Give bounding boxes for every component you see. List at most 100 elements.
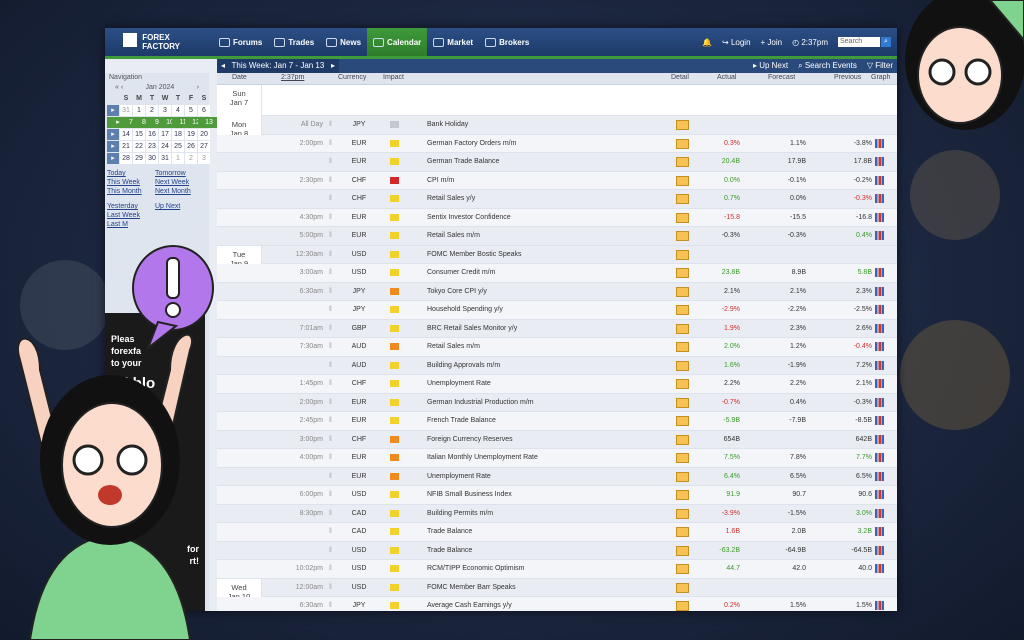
- sidebar-link[interactable]: Last M: [107, 221, 129, 228]
- site-logo[interactable]: FOREX FACTORY: [123, 33, 183, 53]
- detail-folder-icon[interactable]: [676, 138, 689, 149]
- event-title[interactable]: BRC Retail Sales Monitor y/y: [427, 324, 518, 332]
- col-time[interactable]: 2:37pm: [281, 74, 305, 81]
- event-title[interactable]: Retail Sales m/m: [427, 232, 480, 239]
- detail-folder-icon[interactable]: [676, 175, 689, 186]
- table-row[interactable]: ‖ CHF Retail Sales y/y 0.7% 0.0% -0.3%: [217, 190, 897, 209]
- table-row[interactable]: 7:01am ‖ GBP BRC Retail Sales Monitor y/y 1.…: [217, 320, 897, 338]
- calendar-day[interactable]: 21: [120, 141, 132, 152]
- calendar-day[interactable]: 27: [198, 141, 210, 152]
- graph-icon[interactable]: [875, 527, 884, 536]
- sound-icon[interactable]: ‖: [329, 528, 332, 535]
- calendar-day[interactable]: 14: [120, 129, 132, 140]
- event-title[interactable]: Foreign Currency Reserves: [427, 435, 513, 443]
- graph-icon[interactable]: [875, 268, 884, 277]
- table-row[interactable]: 5:00pm ‖ EUR Retail Sales m/m -0.3% -0.3% 0.4%: [217, 227, 897, 246]
- sidebar-link[interactable]: This Week: [107, 179, 140, 186]
- calendar-day[interactable]: 16: [146, 129, 158, 140]
- graph-icon[interactable]: [875, 305, 884, 314]
- detail-folder-icon[interactable]: [676, 379, 689, 389]
- event-title[interactable]: German Industrial Production m/m: [427, 398, 534, 406]
- graph-icon[interactable]: [875, 397, 884, 407]
- table-row[interactable]: ‖ EUR Unemployment Rate 6.4% 6.5% 6.5%: [217, 468, 897, 486]
- sidebar-link[interactable]: Up Next: [155, 203, 181, 210]
- nav-news[interactable]: News: [320, 28, 367, 56]
- calendar-day[interactable]: 31: [159, 153, 171, 164]
- table-row[interactable]: Mon Jan 8 All Day ‖ JPY Bank Holiday: [217, 116, 897, 138]
- calendar-day[interactable]: 29: [133, 153, 145, 164]
- event-title[interactable]: French Trade Balance: [427, 417, 496, 424]
- calendar-day[interactable]: 20: [198, 129, 210, 140]
- week-select-button[interactable]: ▸: [107, 141, 119, 152]
- event-title[interactable]: Trade Balance: [427, 528, 473, 535]
- calendar-day[interactable]: 25: [172, 141, 184, 152]
- sidebar-link[interactable]: Yesterday: [107, 203, 138, 210]
- sound-icon[interactable]: ‖: [329, 361, 332, 369]
- nav-trades[interactable]: Trades: [268, 28, 320, 56]
- calendar-day[interactable]: 5: [185, 105, 197, 116]
- detail-folder-icon[interactable]: [676, 268, 689, 278]
- detail-folder-icon[interactable]: [676, 194, 689, 204]
- graph-icon[interactable]: [875, 508, 884, 518]
- sound-icon[interactable]: ‖: [329, 602, 332, 609]
- prev-month-icon[interactable]: « ‹: [115, 84, 124, 91]
- calendar-day[interactable]: 3: [159, 105, 171, 116]
- up-next-link[interactable]: ▸ Up Next: [752, 61, 789, 70]
- calendar-day[interactable]: 2: [185, 153, 197, 164]
- detail-folder-icon[interactable]: [676, 360, 689, 371]
- sound-icon[interactable]: ‖: [329, 306, 332, 313]
- search-events-link[interactable]: ⌕ Search Events: [798, 61, 857, 70]
- table-row[interactable]: 3:00am ‖ USD Consumer Credit m/m 23.8B 8.9B 5.…: [217, 264, 897, 283]
- sound-icon[interactable]: ‖: [329, 139, 332, 147]
- table-row[interactable]: 7:30am ‖ AUD Retail Sales m/m 2.0% 1.2% -0.4%: [217, 338, 897, 357]
- sound-icon[interactable]: ‖: [329, 232, 332, 239]
- sound-icon[interactable]: ‖: [329, 343, 332, 350]
- event-title[interactable]: German Factory Orders m/m: [427, 139, 517, 147]
- event-title[interactable]: Sentix Investor Confidence: [427, 213, 511, 221]
- detail-folder-icon[interactable]: [676, 120, 689, 130]
- detail-folder-icon[interactable]: [676, 305, 689, 315]
- nav-market[interactable]: Market: [427, 28, 479, 56]
- sound-icon[interactable]: ‖: [329, 158, 332, 165]
- table-row[interactable]: 4:00pm ‖ EUR Italian Monthly Unemployment R…: [217, 449, 897, 468]
- table-row[interactable]: 10:02pm ‖ USD RCM/TIPP Economic Optimism 44.…: [217, 560, 897, 579]
- table-row[interactable]: ‖ CAD Trade Balance 1.6B 2.0B 3.2B: [217, 523, 897, 542]
- calendar-day[interactable]: 10: [159, 117, 181, 128]
- calendar-day[interactable]: 23: [146, 141, 158, 152]
- event-title[interactable]: Tokyo Core CPI y/y: [427, 287, 487, 295]
- detail-folder-icon[interactable]: [676, 601, 689, 611]
- graph-icon[interactable]: [875, 231, 884, 240]
- detail-folder-icon[interactable]: [676, 545, 689, 556]
- graph-icon[interactable]: [875, 286, 884, 296]
- search-input[interactable]: Search: [838, 37, 880, 47]
- week-select-button[interactable]: ▸: [107, 153, 119, 164]
- calendar-day[interactable]: 17: [159, 129, 171, 140]
- table-row[interactable]: 2:00pm ‖ EUR German Industrial Production m…: [217, 394, 897, 412]
- sound-icon[interactable]: ‖: [329, 250, 332, 258]
- table-row[interactable]: ‖ EUR German Trade Balance 20.4B 17.9B 17.8B: [217, 153, 897, 172]
- event-title[interactable]: Average Cash Earnings y/y: [427, 602, 512, 609]
- graph-icon[interactable]: [875, 490, 884, 499]
- graph-icon[interactable]: [875, 323, 884, 333]
- graph-icon[interactable]: [875, 194, 884, 203]
- detail-folder-icon[interactable]: [676, 471, 689, 482]
- calendar-day[interactable]: 18: [172, 129, 184, 140]
- detail-folder-icon[interactable]: [676, 527, 689, 537]
- detail-folder-icon[interactable]: [676, 453, 689, 463]
- clock-display[interactable]: ◴ 2:37pm: [792, 37, 828, 47]
- table-row[interactable]: 1:45pm ‖ CHF Unemployment Rate 2.2% 2.2% 2.1%: [217, 375, 897, 394]
- sound-icon[interactable]: ‖: [329, 417, 332, 424]
- nav-brokers[interactable]: Brokers: [479, 28, 535, 56]
- sound-icon[interactable]: ‖: [329, 121, 332, 128]
- graph-icon[interactable]: [875, 360, 884, 370]
- graph-icon[interactable]: [875, 175, 884, 185]
- calendar-day[interactable]: 3: [198, 153, 210, 164]
- table-row[interactable]: 8:30pm ‖ CAD Building Permits m/m -3.9% -1.5%…: [217, 505, 897, 523]
- detail-folder-icon[interactable]: [676, 564, 689, 574]
- sidebar-link[interactable]: Last Week: [107, 212, 140, 219]
- calendar-day[interactable]: 8: [133, 117, 155, 128]
- sound-icon[interactable]: ‖: [329, 176, 332, 184]
- event-title[interactable]: Building Approvals m/m: [427, 361, 501, 369]
- sound-icon[interactable]: ‖: [329, 380, 332, 387]
- detail-folder-icon[interactable]: [676, 249, 689, 260]
